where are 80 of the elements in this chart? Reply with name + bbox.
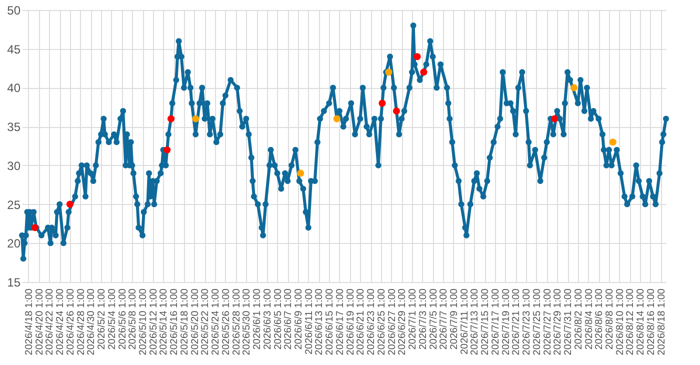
x-tick-label: 2026/5/4 1:00	[106, 288, 118, 350]
x-tick-label: 2026/8/18 1:00	[656, 288, 668, 356]
x-tick-label: 2026/8/4 1:00	[584, 288, 595, 350]
x-tick-label: 2026/5/24 1:00	[210, 288, 222, 356]
x-tick-label: 2026/7/17 1:00	[490, 288, 502, 356]
x-tick-label: 2026/6/23 1:00	[366, 288, 378, 356]
x-tick-label: 2026/4/28 1:00	[76, 288, 87, 356]
point	[297, 170, 304, 177]
y-tick-label: 30	[7, 158, 21, 173]
x-tick-label: 2026/4/24 1:00	[55, 288, 66, 356]
x-tick-label: 2026/4/18 1:00	[24, 288, 35, 356]
y-tick-label: 35	[7, 120, 21, 134]
x-tick-label: 2026/7/25 1:00	[532, 288, 543, 356]
x-tick-label: 2026/7/31 1:00	[563, 288, 574, 356]
point	[164, 146, 171, 154]
x-tick-label: 2026/6/21 1:00	[356, 288, 367, 356]
x-tick-label: 2026/6/27 1:00	[386, 288, 398, 356]
x-tick-label: 2026/7/5 1:00	[428, 288, 440, 350]
point	[570, 84, 578, 92]
x-tick-label: 2026/7/13 1:00	[470, 288, 481, 356]
x-tick-label: 2026/5/6 1:00	[117, 288, 128, 350]
x-tick-label: 2026/8/10 1:00	[614, 288, 626, 356]
x-tick-label: 2026/7/23 1:00	[522, 288, 533, 356]
x-tick-label: 2026/7/1 1:00	[408, 288, 419, 350]
x-tick-label: 2026/7/11 1:00	[459, 288, 470, 354]
x-tick-label: 2026/6/19 1:00	[345, 288, 356, 356]
x-tick-label: 2026/5/8 1:00	[128, 288, 139, 350]
x-tick-label: 2026/5/14 1:00	[158, 288, 170, 356]
x-tick-label: 2026/5/20 1:00	[190, 288, 201, 356]
x-tick-label: 2026/6/11 1:00	[304, 288, 315, 354]
x-tick-label: 2026/5/30 1:00	[242, 288, 253, 356]
x-tick-label: 2026/6/7 1:00	[283, 288, 294, 350]
x-tick-label: 2026/5/18 1:00	[179, 288, 190, 356]
x-tick-label: 2026/7/7 1:00	[438, 288, 450, 350]
x-tick-label: 2026/8/16 1:00	[646, 288, 657, 356]
x-tick-label: 2026/7/19 1:00	[500, 288, 512, 356]
y-tick-label: 45	[7, 42, 21, 56]
x-tick-label: 2026/8/12 1:00	[625, 288, 636, 356]
x-tick-label: 2026/5/12 1:00	[148, 288, 160, 356]
x-tick-label: 2026/7/29 1:00	[552, 288, 564, 356]
x-tick-label: 2026/8/6 1:00	[594, 288, 606, 350]
x-tick-label: 2026/5/10 1:00	[138, 288, 150, 356]
point	[609, 138, 616, 146]
y-tick-label: 50	[7, 4, 21, 18]
x-tick-label: 2026/6/5 1:00	[272, 288, 284, 350]
x-tick-label: 2026/5/16 1:00	[169, 288, 180, 356]
y-tick-label: 20	[7, 236, 21, 251]
y-tick-label: 40	[7, 81, 21, 96]
x-tick-label: 2026/5/2 1:00	[96, 288, 108, 350]
y-tick-label: 15	[7, 276, 21, 290]
y-tick-label: 25	[7, 198, 21, 212]
x-tick-label: 2026/7/15 1:00	[480, 288, 492, 356]
x-tick-label: 2026/7/27 1:00	[542, 288, 554, 356]
x-tick-label: 2026/6/3 1:00	[262, 288, 274, 350]
x-tick-label: 2026/7/21 1:00	[511, 288, 522, 356]
x-tick-label: 2026/8/8 1:00	[604, 288, 616, 350]
x-tick-label: 2026/6/17 1:00	[334, 288, 346, 356]
x-tick-label: 2026/5/28 1:00	[231, 288, 242, 356]
x-tick-label: 2026/4/22 1:00	[44, 288, 56, 356]
x-tick-label: 2026/8/14 1:00	[636, 288, 647, 356]
point	[192, 115, 200, 122]
x-tick-label: 2026/4/26 1:00	[65, 288, 76, 356]
x-tick-label: 2026/6/13 1:00	[314, 288, 326, 356]
x-tick-label: 2026/7/9 1:00	[448, 288, 460, 350]
x-tick-label: 2026/6/29 1:00	[397, 288, 408, 356]
x-tick-label: 2026/6/9 1:00	[294, 288, 304, 350]
x-tick-label: 2026/4/20 1:00	[34, 288, 46, 356]
point	[378, 100, 386, 107]
x-tick-label: 2026/5/22 1:00	[200, 288, 212, 356]
x-tick-label: 2026/6/1 1:00	[252, 288, 264, 350]
x-tick-label: 2026/4/30 1:00	[86, 288, 98, 356]
x-tick-label: 2026/5/26 1:00	[220, 288, 232, 356]
point	[66, 200, 74, 208]
point	[385, 68, 392, 76]
x-tick-label: 2026/7/3 1:00	[418, 288, 429, 350]
point	[414, 53, 421, 60]
point	[551, 115, 558, 122]
x-tick-label: 2026/8/2 1:00	[573, 288, 584, 350]
x-tick-label: 2026/6/15 1:00	[324, 288, 336, 356]
x-tick-label: 2026/6/25 1:00	[376, 288, 388, 356]
